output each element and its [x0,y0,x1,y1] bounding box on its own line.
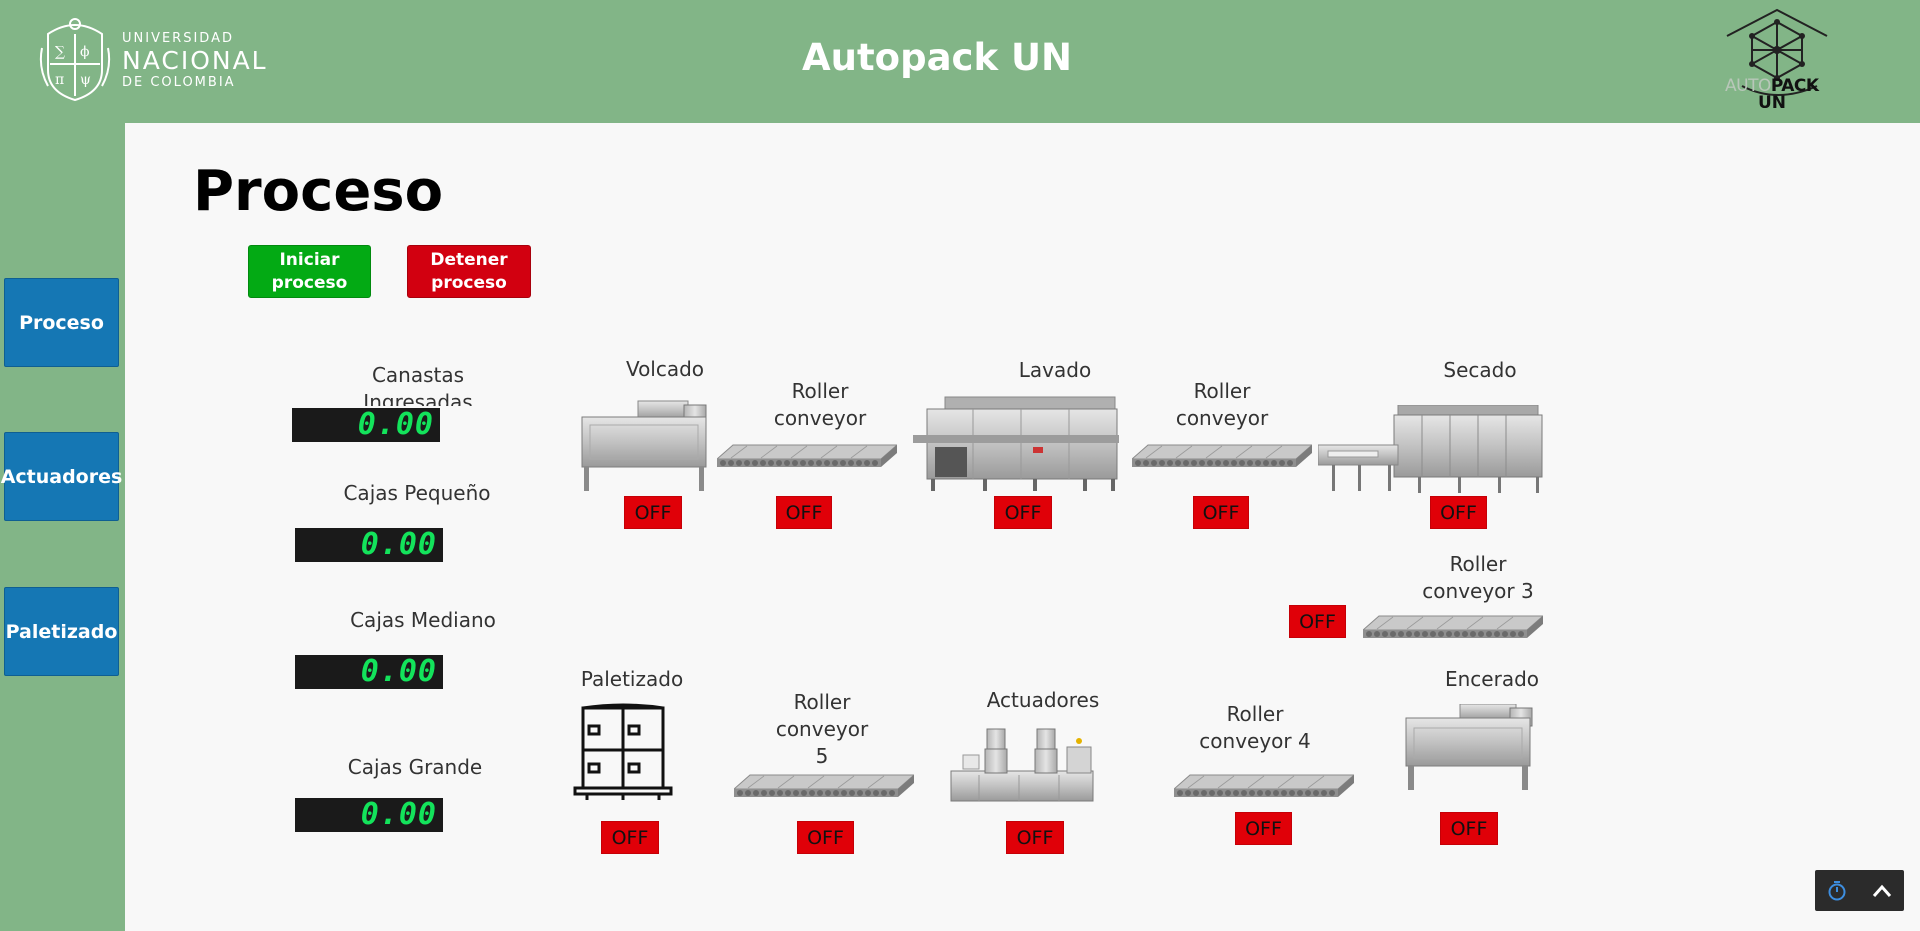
stopwatch-icon [1828,880,1846,900]
counter-label-cajas-pequeno: Cajas Pequeño [343,481,491,505]
tipper-machine-icon [581,400,707,491]
station-label-rc5: Roller conveyor 5 [775,690,869,768]
page-title: Proceso [193,159,444,224]
brand-pack: PACK [1770,76,1819,96]
roller-conveyor-icon [1363,614,1543,640]
svg-text:ϕ: ϕ [80,44,90,60]
counter-display-canastas: 0.00 [292,408,440,442]
status-badge-volcado: OFF [624,496,682,529]
process-panel: Proceso Iniciar proceso Detener proceso … [125,123,1920,931]
status-badge-rc5: OFF [797,821,854,854]
roller-conveyor-icon [717,443,897,469]
dryer-machine-icon [1318,405,1543,493]
status-badge-rc2: OFF [1193,496,1249,529]
floating-toolbar [1815,870,1904,911]
counter-label-canastas: Canastas Ingresadas [363,363,473,406]
svg-text:π: π [55,72,64,88]
station-label-lavado: Lavado [1018,358,1092,382]
roller-conveyor-icon [734,773,914,799]
station-label-rc4: Roller conveyor 4 [1199,702,1311,753]
brand-auto: AUTO [1725,76,1771,96]
counter-label-cajas-mediano: Cajas Mediano [350,608,496,632]
waxing-machine-icon [1405,704,1533,790]
status-badge-rc1: OFF [776,496,832,529]
station-label-rc2: Roller conveyor 2 [1175,379,1269,430]
counter-display-cajas-pequeno: 0.00 [295,528,443,562]
counter-display-cajas-mediano: 0.00 [295,655,443,689]
sidebar-item-proceso[interactable]: Proceso [4,278,119,367]
chevron-up-icon [1872,884,1891,897]
unal-line1: UNIVERSIDAD [122,31,234,46]
status-badge-paletizado: OFF [601,821,659,854]
stop-process-button[interactable]: Detener proceso [407,245,531,298]
svg-text:ψ: ψ [80,72,91,88]
collapse-button[interactable] [1860,870,1905,911]
unal-line3: DE COLOMBIA [122,75,236,90]
hexagon-network-icon [1726,8,1828,96]
autopack-logo: AUTOPACK UN [1722,8,1832,112]
station-label-encerado: Encerado [1444,667,1540,691]
stopwatch-button[interactable] [1815,870,1860,911]
status-badge-encerado: OFF [1440,812,1498,845]
app-title: Autopack UN [802,36,1072,79]
sidebar-item-actuadores[interactable]: Actuadores [1,432,122,521]
unal-line2: NACIONAL [122,46,268,75]
station-label-rc3: Roller conveyor 3 [1422,552,1534,603]
roller-conveyor-icon [1132,443,1312,469]
station-label-paletizado: Paletizado [580,667,684,691]
actuator-machine-icon [950,728,1094,802]
sidebar-item-paletizado[interactable]: Paletizado [4,587,119,676]
station-label-volcado: Volcado [625,357,705,381]
status-badge-rc4: OFF [1235,812,1292,845]
station-label-secado: Secado [1443,358,1517,382]
counter-label-cajas-grande: Cajas Grande [347,755,483,779]
pallet-boxes-icon [573,703,673,800]
status-badge-actuadores: OFF [1006,821,1064,854]
washer-machine-icon [913,396,1119,491]
start-process-button[interactable]: Iniciar proceso [248,245,371,298]
counter-display-cajas-grande: 0.00 [295,798,443,832]
status-badge-rc3: OFF [1289,605,1346,638]
svg-text:∑: ∑ [55,44,65,60]
station-label-rc1: Roller conveyor 1 [773,379,867,430]
status-badge-lavado: OFF [994,496,1052,529]
roller-conveyor-icon [1174,773,1354,799]
brand-un: UN [1758,93,1787,113]
status-badge-secado: OFF [1430,496,1487,529]
station-label-actuadores: Actuadores [986,688,1100,712]
